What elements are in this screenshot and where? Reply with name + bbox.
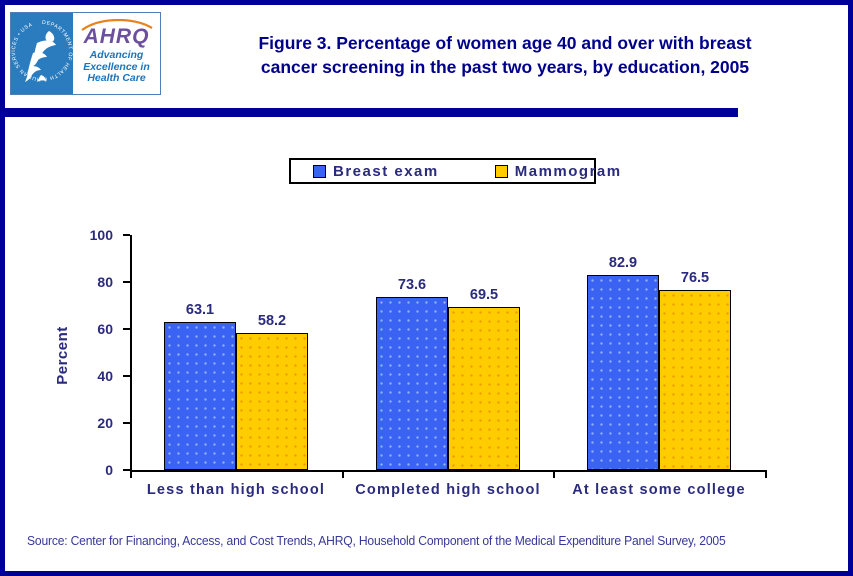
bar-value-label: 63.1 xyxy=(185,302,215,318)
ahrq-tagline-line3: Health Care xyxy=(87,72,146,85)
bar-breast-exam-2 xyxy=(376,297,448,470)
x-category-label: Less than high school xyxy=(146,482,326,498)
legend-entry-breast-exam: Breast exam xyxy=(313,163,439,180)
bar-value-label: 76.5 xyxy=(680,270,710,286)
x-category-label: Completed high school xyxy=(355,482,541,498)
figure-title-line2: cancer screening in the past two years, … xyxy=(260,57,750,78)
bar-breast-exam-1 xyxy=(164,322,236,470)
y-tick-label-40: 40 xyxy=(97,368,113,384)
bar-mammogram-2 xyxy=(448,307,520,470)
figure-title-line1: Figure 3. Percentage of women age 40 and… xyxy=(258,33,752,53)
y-tick-20 xyxy=(123,422,130,424)
bar-value-label: 58.2 xyxy=(257,313,287,329)
legend-label-breast-exam: Breast exam xyxy=(333,162,439,180)
y-tick-80 xyxy=(123,281,130,283)
bar-value-label: 73.6 xyxy=(397,277,427,293)
legend-entry-mammogram: Mammogram xyxy=(494,162,622,180)
y-tick-100 xyxy=(123,234,130,236)
hhs-eagle-icon xyxy=(25,31,56,82)
mammogram-swatch-icon xyxy=(494,164,508,178)
figure-title: Figure 3. Percentage of women age 40 and… xyxy=(170,31,840,79)
source-note: Source: Center for Financing, Access, an… xyxy=(27,534,726,548)
y-tick-label-60: 60 xyxy=(97,321,113,337)
y-tick-0 xyxy=(123,469,130,471)
x-tick-0 xyxy=(130,470,132,478)
chart-legend: Breast exam Mammogram xyxy=(289,158,620,184)
hhs-seal-icon: DEPARTMENT OF HEALTH & HUMAN SERVICES • … xyxy=(11,13,73,94)
bar-breast-exam-3 xyxy=(587,275,659,470)
ahrq-acronym: AHRQ xyxy=(83,25,150,48)
breast-exam-swatch-icon xyxy=(313,164,326,178)
bar-value-label: 69.5 xyxy=(469,287,499,303)
ahrq-logo: AHRQ Advancing Excellence in Health Care xyxy=(73,13,160,94)
plot-area: 0 20 40 60 80 100 63.1 58.2 Less than high schoo… xyxy=(90,227,767,498)
header-divider xyxy=(5,108,738,117)
y-tick-60 xyxy=(123,328,130,330)
bar-value-label: 82.9 xyxy=(608,255,638,271)
x-category-label: At least some college xyxy=(572,482,746,498)
y-tick-label-20: 20 xyxy=(97,415,113,431)
x-tick-2 xyxy=(553,470,555,478)
agency-logo: DEPARTMENT OF HEALTH & HUMAN SERVICES • … xyxy=(10,12,161,95)
bar-mammogram-1 xyxy=(236,333,308,470)
ahrq-tagline-line1: Advancing xyxy=(89,49,144,61)
ahrq-tagline-line2: Excellence in xyxy=(83,60,150,73)
ahrq-arc-icon xyxy=(80,19,153,31)
y-axis-line xyxy=(130,235,132,472)
x-axis-line xyxy=(130,470,767,472)
x-tick-1 xyxy=(342,470,344,478)
x-tick-3 xyxy=(765,470,767,478)
y-tick-label-0: 0 xyxy=(105,462,113,478)
bar-mammogram-3 xyxy=(659,290,731,470)
y-tick-40 xyxy=(123,375,130,377)
legend-label-mammogram: Mammogram xyxy=(514,162,622,180)
y-tick-label-100: 100 xyxy=(89,227,113,243)
y-tick-label-80: 80 xyxy=(97,274,113,290)
ahrq-tagline: Advancing Excellence in Health Care xyxy=(83,49,150,85)
